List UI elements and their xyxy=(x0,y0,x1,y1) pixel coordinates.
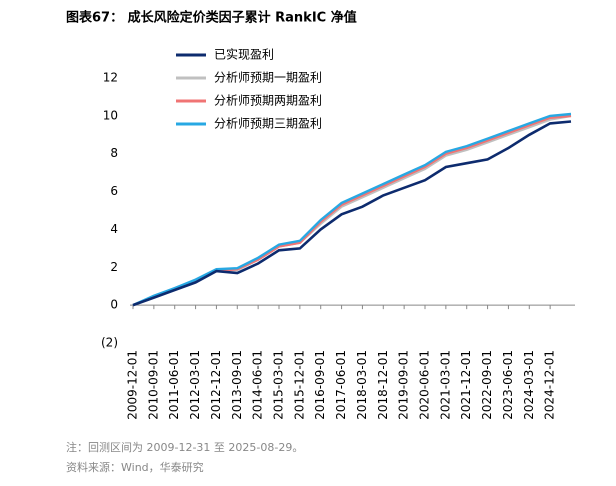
y-tick-label: 6 xyxy=(110,184,118,198)
legend-label: 已实现盈利 xyxy=(214,47,274,62)
chart-title: 图表67： 成长风险定价类因子累计 RankIC 净值 xyxy=(66,10,357,26)
x-tick-label: 2018-12-01 xyxy=(376,350,390,420)
x-tick-label: 2013-09-01 xyxy=(230,350,244,420)
x-tick-label: 2017-06-01 xyxy=(334,350,348,420)
x-tick-label: 2012-12-01 xyxy=(209,350,223,420)
x-tick-label: 2014-06-01 xyxy=(251,350,265,420)
x-tick-label: 2010-09-01 xyxy=(146,350,160,420)
line-series xyxy=(132,112,572,307)
x-tick-label: 2024-03-01 xyxy=(522,350,536,420)
legend-label: 分析师预期三期盈利 xyxy=(214,117,322,131)
y-tick-label: 8 xyxy=(110,146,118,160)
y-tick-label: 4 xyxy=(110,222,118,236)
y-tick-label: (2) xyxy=(101,336,118,350)
note: 注：回测区间为 2009-12-31 至 2025-08-29。 xyxy=(66,440,303,454)
x-tick-label: 2023-06-01 xyxy=(501,350,515,420)
y-tick-label: 10 xyxy=(103,108,118,122)
legend-label: 分析师预期一期盈利 xyxy=(214,71,322,85)
y-tick-label: 12 xyxy=(103,71,118,85)
x-tick-label: 2021-12-01 xyxy=(459,350,473,420)
x-tick-label: 2011-06-01 xyxy=(167,350,181,420)
x-tick-label: 2020-06-01 xyxy=(418,350,432,420)
x-tick-label: 2016-09-01 xyxy=(313,350,327,420)
x-tick-label: 2009-12-01 xyxy=(126,350,140,420)
x-tick-label: 2021-03-01 xyxy=(438,350,452,420)
x-tick-label: 2012-03-01 xyxy=(188,350,202,420)
x-tick-label: 2015-12-01 xyxy=(292,350,306,420)
y-tick-label: 2 xyxy=(110,260,118,274)
y-tick-label: 0 xyxy=(110,298,118,312)
x-tick-label: 2024-12-01 xyxy=(543,350,557,420)
line-series xyxy=(132,120,572,307)
legend-label: 分析师预期两期盈利 xyxy=(214,94,322,108)
x-tick-label: 2015-03-01 xyxy=(272,350,286,420)
source: 资料来源：Wind，华泰研究 xyxy=(66,460,204,474)
x-tick-label: 2018-03-01 xyxy=(355,350,369,420)
x-tick-label: 2019-09-01 xyxy=(397,350,411,420)
x-tick-label: 2022-09-01 xyxy=(480,350,494,420)
